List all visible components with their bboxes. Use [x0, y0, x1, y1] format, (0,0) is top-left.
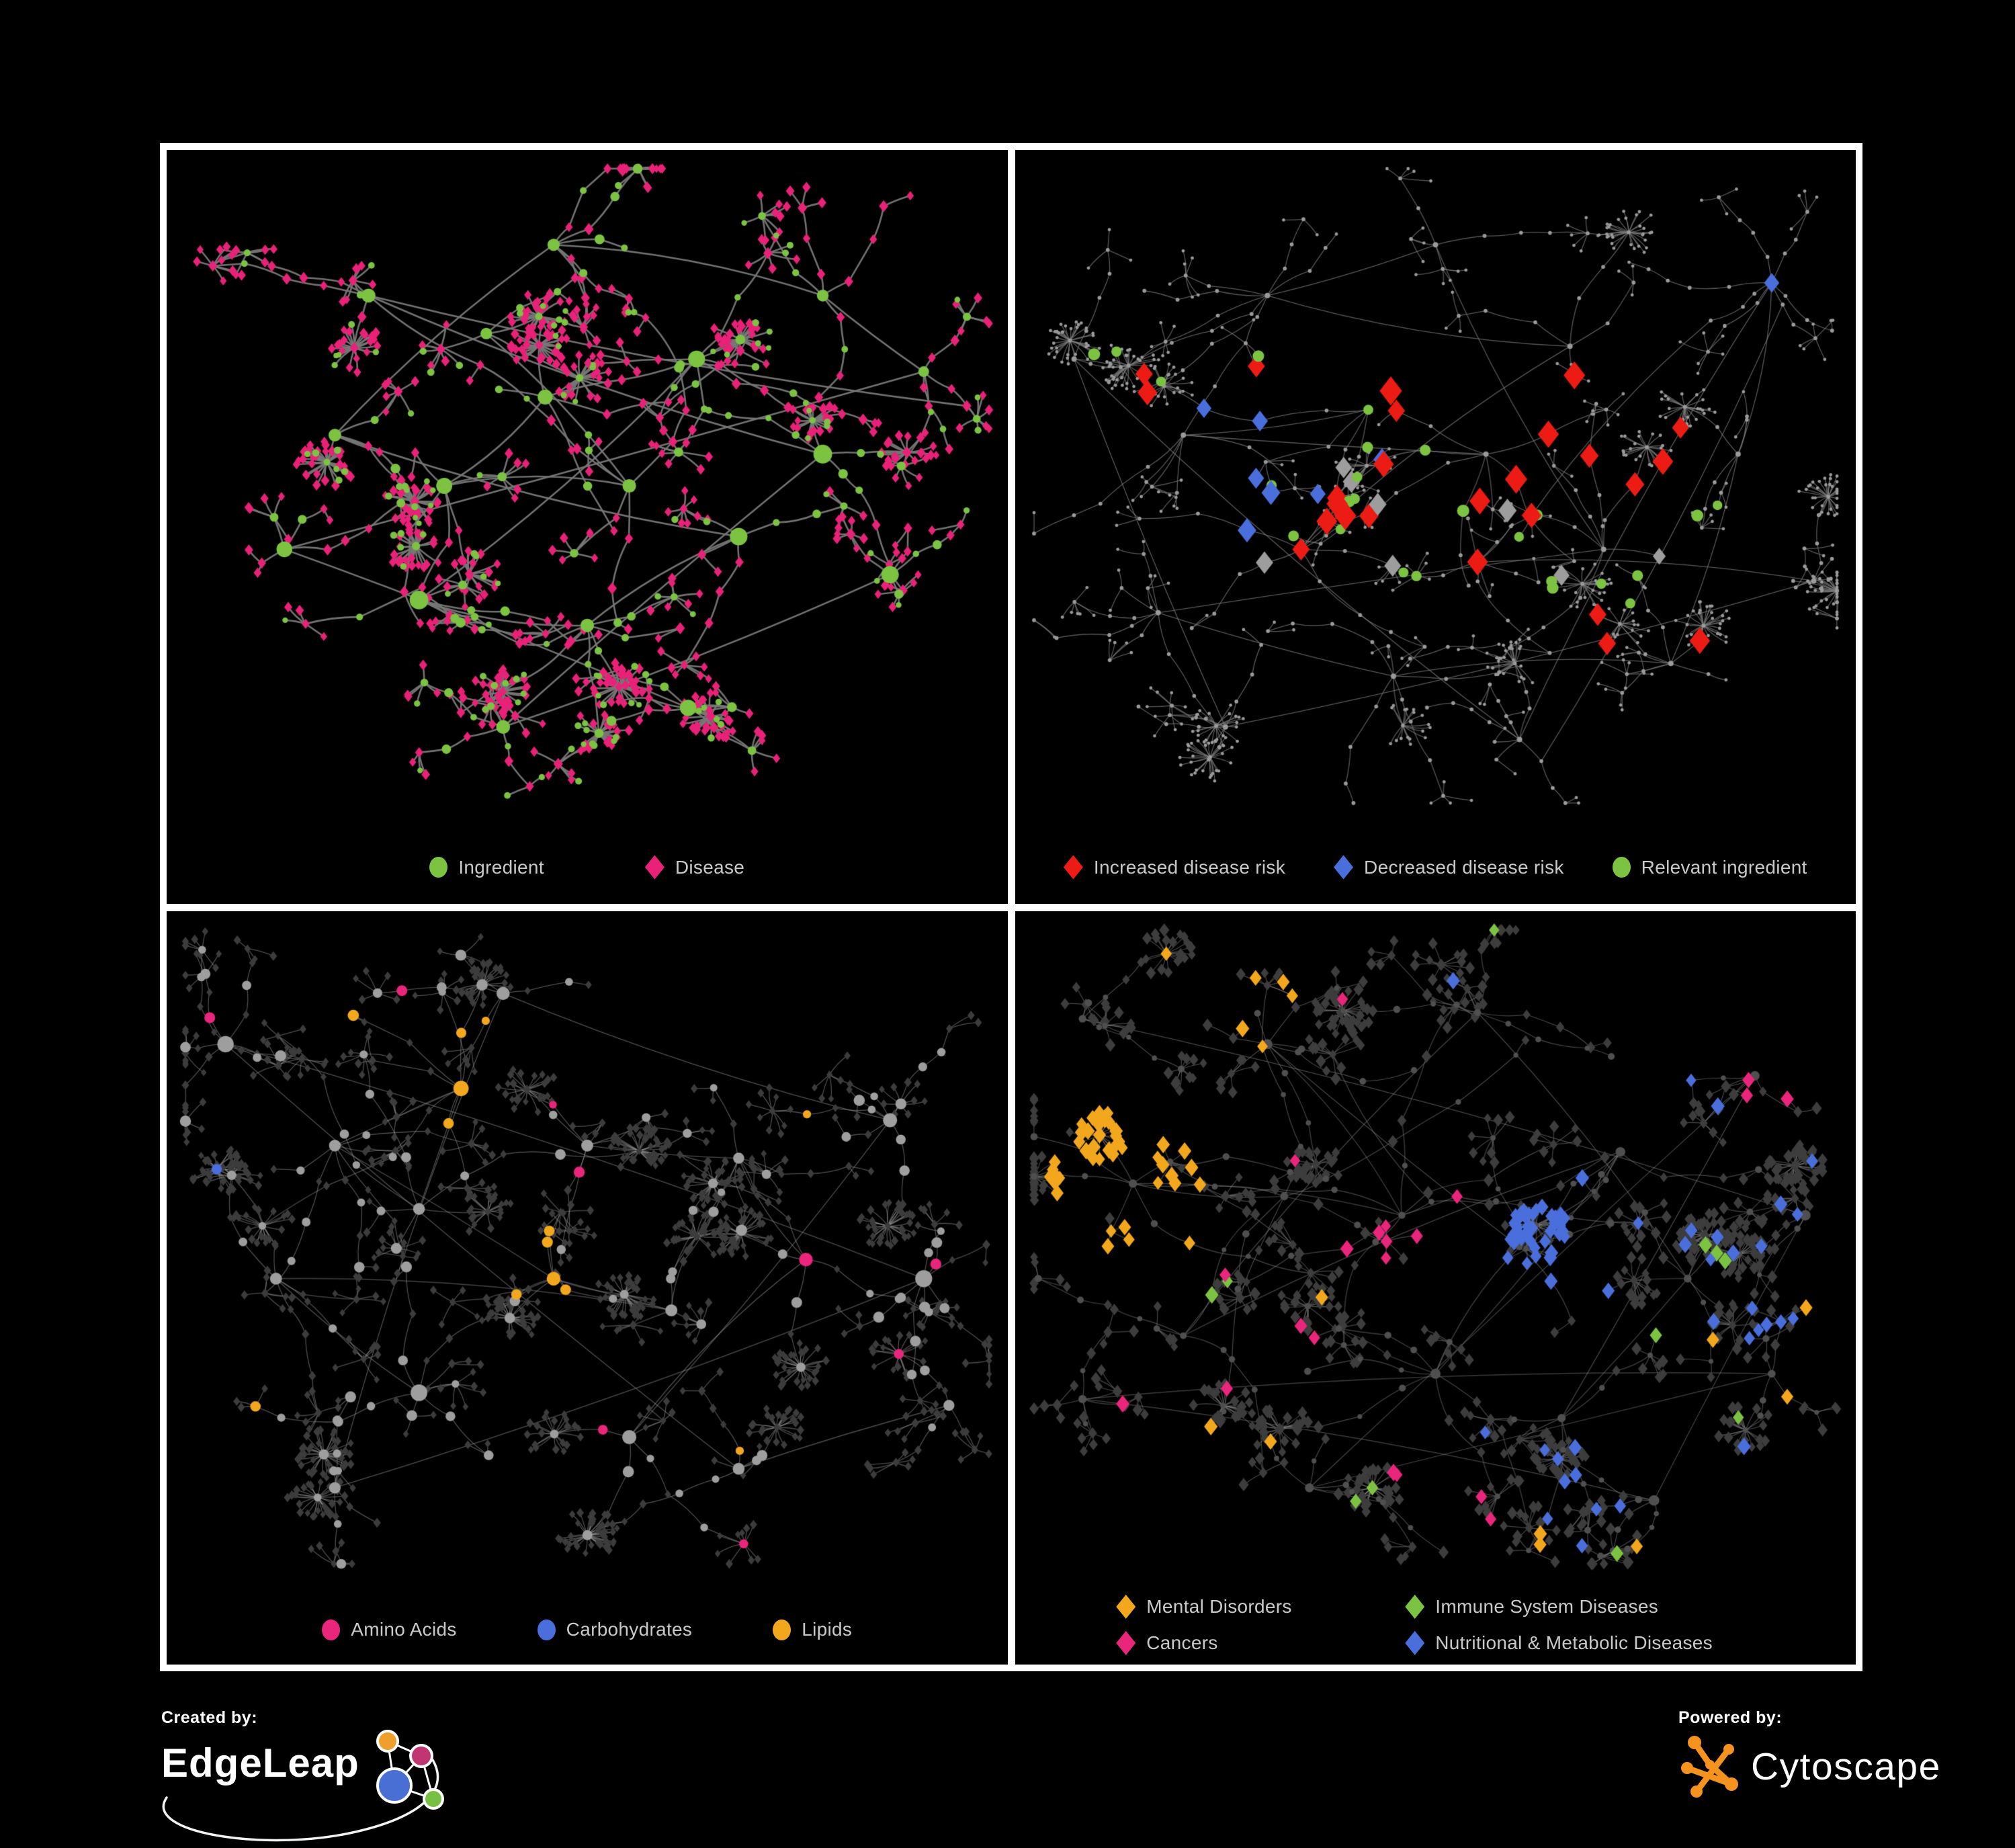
- legend-label: Cancers: [1146, 1632, 1218, 1653]
- cytoscape-logo: Cytoscape: [1678, 1733, 1941, 1800]
- legend-label: Decreased disease risk: [1364, 856, 1564, 878]
- legend-item-immune-system-diseases: Immune System Diseases: [1405, 1595, 1754, 1619]
- panel-disease-risk: Increased disease risk Decreased disease…: [1015, 150, 1856, 904]
- legend-item-relevant-ingredient: Relevant ingredient: [1612, 856, 1807, 878]
- powered-by-label: Powered by:: [1678, 1708, 1783, 1727]
- legend-label: Mental Disorders: [1146, 1596, 1292, 1617]
- lipids-circle-icon: [773, 1619, 791, 1640]
- legend-label: Carbohydrates: [566, 1619, 693, 1640]
- network-canvas-nutrient-classes: [167, 911, 1008, 1665]
- network-canvas-disease-risk: [1015, 150, 1856, 904]
- edgeleap-network-icon: [376, 1730, 444, 1810]
- cytoscape-credit: Powered by: Cytoscape: [1678, 1708, 1941, 1800]
- legend-label: Amino Acids: [351, 1619, 457, 1640]
- legend-item-increased-risk: Increased disease risk: [1063, 855, 1286, 880]
- relevant-ingredient-circle-icon: [1612, 857, 1631, 878]
- network-canvas-disease-classes: [1015, 911, 1856, 1665]
- edgeleap-wordmark: EdgeLeap: [161, 1740, 359, 1786]
- figure-grid: Ingredient Disease Increased disease ris…: [160, 143, 1862, 1671]
- nutritional-metabolic-diamond-icon: [1405, 1631, 1425, 1655]
- amino-acids-circle-icon: [322, 1619, 341, 1640]
- immune-system-diseases-diamond-icon: [1405, 1595, 1425, 1619]
- legend-item-disease: Disease: [644, 855, 745, 880]
- legend-label: Increased disease risk: [1093, 856, 1286, 878]
- edgeleap-logo: EdgeLeap: [161, 1730, 490, 1842]
- legend-label: Relevant ingredient: [1641, 856, 1807, 878]
- legend-disease-risk: Increased disease risk Decreased disease…: [1015, 855, 1856, 880]
- legend-ingredient-disease: Ingredient Disease: [167, 855, 1008, 880]
- increased-risk-diamond-icon: [1063, 855, 1083, 880]
- created-by-label: Created by:: [161, 1708, 258, 1727]
- legend-label: Nutritional & Metabolic Diseases: [1435, 1632, 1713, 1653]
- decreased-risk-diamond-icon: [1334, 855, 1354, 880]
- panel-ingredient-disease: Ingredient Disease: [167, 150, 1008, 904]
- legend-item-cancers: Cancers: [1116, 1631, 1405, 1655]
- cytoscape-network-icon: [1681, 1736, 1738, 1798]
- ingredient-circle-icon: [429, 857, 448, 878]
- legend-item-lipids: Lipids: [773, 1619, 852, 1640]
- legend-label: Disease: [675, 856, 745, 878]
- legend-item-mental-disorders: Mental Disorders: [1116, 1595, 1405, 1619]
- legend-item-amino-acids: Amino Acids: [322, 1619, 456, 1640]
- legend-item-carbohydrates: Carbohydrates: [537, 1619, 693, 1640]
- network-canvas-ingredient-disease: [167, 150, 1008, 904]
- legend-item-decreased-risk: Decreased disease risk: [1334, 855, 1564, 880]
- cancers-diamond-icon: [1116, 1631, 1136, 1655]
- legend-label: Ingredient: [458, 856, 544, 878]
- panel-disease-classes: Mental Disorders Immune System Diseases …: [1015, 911, 1856, 1665]
- legend-disease-classes: Mental Disorders Immune System Diseases …: [1015, 1595, 1856, 1655]
- legend-label: Lipids: [802, 1619, 853, 1640]
- legend-item-ingredient: Ingredient: [429, 857, 544, 878]
- panel-nutrient-classes: Amino Acids Carbohydrates Lipids: [167, 911, 1008, 1665]
- disease-diamond-icon: [644, 855, 664, 880]
- mental-disorders-diamond-icon: [1116, 1595, 1136, 1619]
- cytoscape-wordmark: Cytoscape: [1751, 1745, 1941, 1788]
- edgeleap-credit: Created by: EdgeLeap: [161, 1708, 490, 1842]
- carbohydrates-circle-icon: [537, 1619, 556, 1640]
- legend-nutrient-classes: Amino Acids Carbohydrates Lipids: [167, 1619, 1008, 1640]
- legend-label: Immune System Diseases: [1435, 1596, 1659, 1617]
- legend-item-nutritional-metabolic-diseases: Nutritional & Metabolic Diseases: [1405, 1631, 1754, 1655]
